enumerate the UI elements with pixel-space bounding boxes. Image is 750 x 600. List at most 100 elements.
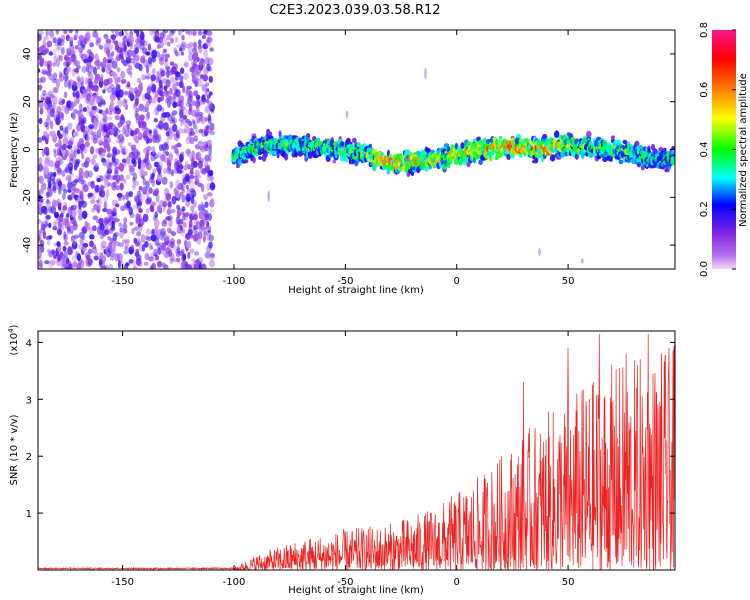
spectrogram-cell <box>38 259 44 268</box>
spectrogram-cell <box>134 54 140 62</box>
spectrogram-cell <box>79 237 84 245</box>
spectrogram-cell <box>63 75 69 81</box>
spectrogram-cell <box>181 206 186 212</box>
spectrogram-cell <box>148 129 152 134</box>
spectrogram-cell <box>73 100 77 107</box>
spectrogram-cell <box>114 252 119 258</box>
spectrogram-cell <box>103 223 109 233</box>
spectrogram-cell <box>135 108 139 113</box>
spectrogram-cell <box>136 254 142 262</box>
spectrogram-cell <box>195 174 202 179</box>
spectrogram-cell <box>126 200 131 209</box>
spectrogram-cell <box>160 165 164 170</box>
spectrogram-cell <box>72 155 77 165</box>
spectrogram-cell <box>197 160 203 169</box>
spectrogram-cell <box>193 226 197 234</box>
spectrogram-cell <box>164 111 171 118</box>
spectrogram-cell <box>120 145 126 151</box>
spectrogram-cell <box>637 161 641 167</box>
spectrogram-cell <box>47 249 51 253</box>
spectrogram-cell <box>67 188 72 193</box>
spectrogram-cell <box>87 70 91 76</box>
spectrogram-cell <box>123 217 128 224</box>
spectrogram-cell <box>129 221 134 226</box>
spectrogram-cell <box>181 34 185 41</box>
spectrogram-cell <box>185 118 191 124</box>
spectrogram-cell <box>136 231 142 237</box>
spectrogram-cell <box>157 160 163 168</box>
spectrogram-cell <box>140 31 145 41</box>
spectrogram-cell <box>243 159 249 164</box>
spectrogram-cell <box>110 256 115 261</box>
spectrogram-cell <box>46 40 53 48</box>
spectrogram-cell <box>122 35 128 44</box>
spectrogram-cell <box>86 92 91 102</box>
spectrogram-cell <box>46 199 50 204</box>
spectrogram-cell <box>155 76 160 84</box>
spectrogram-cell <box>105 38 112 44</box>
spectrogram-cell <box>179 153 184 163</box>
spectrogram-cell <box>173 47 177 55</box>
spectrogram-cell <box>78 109 84 114</box>
x-tick-label: 0 <box>454 276 460 287</box>
spectrogram-cell <box>108 221 112 227</box>
spectrogram-cell <box>157 134 162 143</box>
spectrogram-cell <box>82 89 88 94</box>
spectrogram-cell <box>107 116 113 121</box>
spectrogram-cell <box>72 113 76 121</box>
spectrogram-cell <box>61 254 66 263</box>
spectrogram-cell <box>145 208 150 214</box>
spectrogram-cell <box>55 47 60 52</box>
spectrogram-cell <box>188 52 194 62</box>
spectrogram-cells <box>38 30 675 269</box>
spectrogram-cell <box>142 124 148 133</box>
spectrogram-cell <box>96 129 102 138</box>
spectrogram-cell <box>155 255 160 261</box>
spectrogram-cell <box>111 57 115 64</box>
spectrogram-cell <box>209 252 215 258</box>
spectrogram-cell <box>186 85 192 90</box>
spectrogram-cell <box>196 99 202 107</box>
spectrogram-cell <box>56 241 61 247</box>
spectrogram-cell <box>189 179 195 189</box>
spectrogram-cell <box>86 222 91 231</box>
y-tick-label: -20 <box>22 189 33 205</box>
spectrogram-cell <box>39 198 44 203</box>
spectrogram-cell <box>78 35 85 41</box>
spectrogram-cell <box>182 221 187 228</box>
spectrogram-cell <box>165 151 170 157</box>
spectrogram-cell <box>39 240 45 248</box>
spectrogram-cell <box>164 264 169 269</box>
spectrogram-cell <box>67 194 73 201</box>
spectrogram-cell <box>56 106 62 114</box>
spectrogram-cell <box>165 143 169 151</box>
spectrogram-cell <box>81 66 88 73</box>
spectrogram-cell <box>658 147 664 152</box>
spectrogram-cell <box>38 250 42 259</box>
spectrogram-cell <box>138 198 143 205</box>
spectrogram-cell <box>144 104 150 113</box>
spectrogram-cell <box>72 261 78 268</box>
spectrogram-cell <box>141 195 146 201</box>
spectrogram-cell <box>130 244 135 251</box>
spectrogram-cell <box>178 95 185 101</box>
spectrogram-cell <box>38 68 41 73</box>
spectrogram-cell <box>114 149 121 155</box>
snr-x-ticks: -150 -100 -50 0 50 <box>111 331 574 588</box>
spectrogram-cell <box>193 73 198 80</box>
spectrogram-cell <box>48 235 53 240</box>
spectrogram-cell <box>94 60 100 67</box>
spectrogram-cell <box>182 114 187 120</box>
spectrogram-cell <box>191 150 196 159</box>
spectrogram-cell <box>187 30 193 36</box>
spectrogram-cell <box>67 181 73 190</box>
spectrogram-cell <box>151 228 155 234</box>
spectrogram-cell <box>138 185 143 191</box>
spectrogram-cell <box>60 34 66 42</box>
spectrogram-cell <box>166 34 171 41</box>
spectrogram-cell <box>103 33 109 40</box>
spectrogram-cell <box>163 37 168 46</box>
spectrogram-cell <box>84 141 90 148</box>
spectrogram-cell <box>174 36 179 43</box>
spectrogram-cell <box>185 184 189 190</box>
